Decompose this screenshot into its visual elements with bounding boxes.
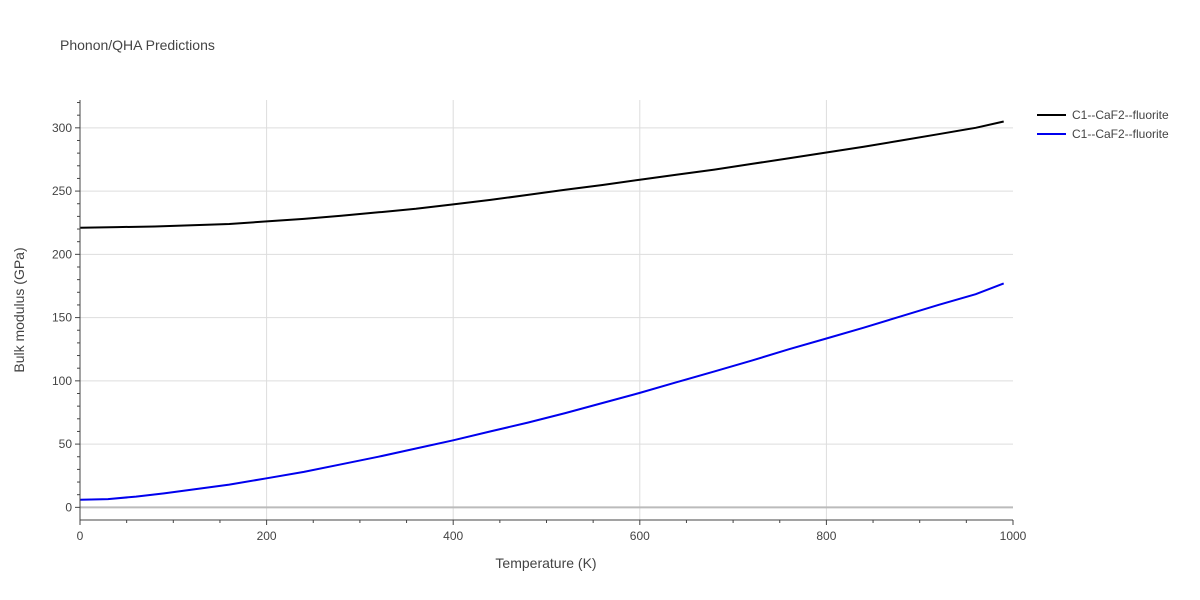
legend[interactable]: C1--CaF2--fluorite C1--CaF2--fluorite <box>1037 108 1169 141</box>
x-tick-label: 400 <box>443 529 463 543</box>
legend-label: C1--CaF2--fluorite <box>1072 127 1169 141</box>
legend-item-2[interactable]: C1--CaF2--fluorite <box>1037 127 1169 141</box>
x-tick-label: 1000 <box>1000 529 1027 543</box>
x-axis-title: Temperature (K) <box>495 555 596 571</box>
y-tick-label: 100 <box>52 374 72 388</box>
y-tick-label: 50 <box>59 437 73 451</box>
x-tick-label: 600 <box>630 529 650 543</box>
series-line-1 <box>79 120 1004 229</box>
y-tick-label: 150 <box>52 311 72 325</box>
grid <box>80 100 1013 520</box>
chart-title: Phonon/QHA Predictions <box>60 37 215 53</box>
legend-label: C1--CaF2--fluorite <box>1072 108 1169 122</box>
y-tick-label: 200 <box>52 247 72 261</box>
y-tick-label: 0 <box>65 500 72 514</box>
y-tick-label: 300 <box>52 121 72 135</box>
x-tick-label: 800 <box>816 529 836 543</box>
x-tick-label: 0 <box>77 529 84 543</box>
y-tick-label: 250 <box>52 184 72 198</box>
series-line-2 <box>79 282 1005 501</box>
y-axis-title: Bulk modulus (GPa) <box>11 247 27 372</box>
x-tick-label: 200 <box>257 529 277 543</box>
series-layer <box>79 120 1005 501</box>
axes: 0 200 400 600 800 1000 0 50 100 150 200 250 300 <box>52 100 1027 543</box>
legend-item-1[interactable]: C1--CaF2--fluorite <box>1037 108 1169 122</box>
